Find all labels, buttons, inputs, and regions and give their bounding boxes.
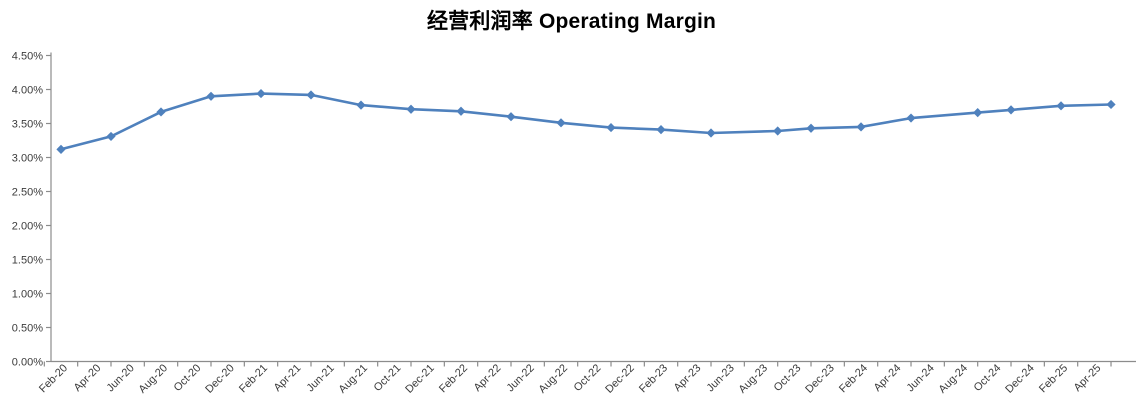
y-axis-tick-label: 4.50% [12, 51, 43, 63]
data-point-marker [156, 107, 166, 117]
y-axis-tick-label: 1.00% [12, 289, 43, 301]
data-point-marker [306, 90, 316, 100]
y-axis-tick-label: 0.50% [12, 323, 43, 335]
data-point-marker [606, 122, 616, 133]
data-point-marker [973, 108, 983, 118]
data-point-marker [556, 118, 566, 128]
x-axis-tick-label: Oct-23 [772, 362, 804, 394]
x-axis-tick-label: Feb-23 [637, 362, 670, 395]
x-axis-tick-label: Apr-24 [872, 362, 904, 394]
x-axis-tick-label: Oct-22 [572, 362, 604, 394]
y-axis-tick-label: 3.00% [12, 153, 43, 165]
x-axis-tick-label: Feb-24 [837, 362, 870, 395]
data-point-marker [856, 122, 866, 132]
x-axis-tick-label: Aug-23 [737, 362, 771, 396]
x-axis-tick-label: Apr-22 [472, 362, 504, 394]
x-axis-tick-label: Apr-20 [72, 362, 104, 394]
x-axis-tick-label: Oct-20 [172, 362, 204, 394]
data-point-marker [906, 113, 916, 123]
x-axis-tick-label: Jun-21 [305, 362, 337, 394]
x-axis-tick-label: Aug-24 [937, 362, 971, 396]
series-line [59, 92, 1113, 151]
x-axis-tick-label: Feb-22 [437, 362, 470, 395]
x-axis-tick-label: Feb-21 [237, 362, 270, 395]
x-axis-tick-label: Dec-22 [603, 362, 637, 396]
data-point-marker [406, 104, 416, 114]
data-point-marker [706, 128, 716, 138]
x-axis-tick-label: Dec-21 [403, 362, 437, 396]
y-axis-tick-label: 1.50% [12, 255, 43, 267]
y-axis-tick-label: 4.00% [12, 85, 43, 97]
data-point-marker [1106, 99, 1116, 110]
data-point-marker [56, 144, 66, 154]
x-axis-tick-label: Dec-20 [203, 362, 237, 396]
data-point-marker [1006, 105, 1016, 115]
data-point-marker [656, 125, 666, 135]
x-axis-tick-label: Apr-23 [672, 362, 704, 394]
x-axis-tick-label: Jun-23 [705, 362, 737, 394]
data-point-marker [506, 112, 516, 122]
y-axis-tick-label: 0.00% [12, 357, 43, 369]
data-point-marker [206, 91, 216, 101]
x-axis-tick-label: Dec-24 [1003, 362, 1037, 396]
x-axis-tick-label: Feb-25 [1037, 362, 1070, 395]
x-axis-tick-label: Jun-20 [105, 362, 137, 394]
y-axis-tick-label: 3.50% [12, 119, 43, 131]
x-axis-tick-label: Aug-22 [537, 362, 571, 396]
x-axis-tick-label: Jun-22 [505, 362, 537, 394]
x-axis-tick-label: Oct-24 [972, 362, 1004, 394]
data-point-marker [256, 88, 266, 99]
y-axis-tick-label: 2.00% [12, 221, 43, 233]
data-point-marker [773, 126, 783, 136]
chart-title: 经营利润率 Operating Margin [426, 10, 717, 33]
data-point-marker [1056, 101, 1066, 111]
data-point-marker [106, 131, 116, 142]
x-axis-tick-label: Apr-21 [272, 362, 304, 394]
x-axis-tick-label: Jun-24 [905, 362, 937, 394]
x-axis-tick-label: Aug-21 [337, 362, 371, 396]
x-axis-tick-label: Aug-20 [137, 362, 171, 396]
y-axis-tick-label: 2.50% [12, 187, 43, 199]
x-axis-tick-label: Dec-23 [803, 362, 837, 396]
data-point-marker [806, 123, 816, 133]
data-point-marker [456, 106, 466, 116]
x-axis-tick-label: Oct-21 [372, 362, 404, 394]
data-point-marker [356, 100, 366, 110]
x-axis-tick-label: Apr-25 [1072, 362, 1104, 394]
